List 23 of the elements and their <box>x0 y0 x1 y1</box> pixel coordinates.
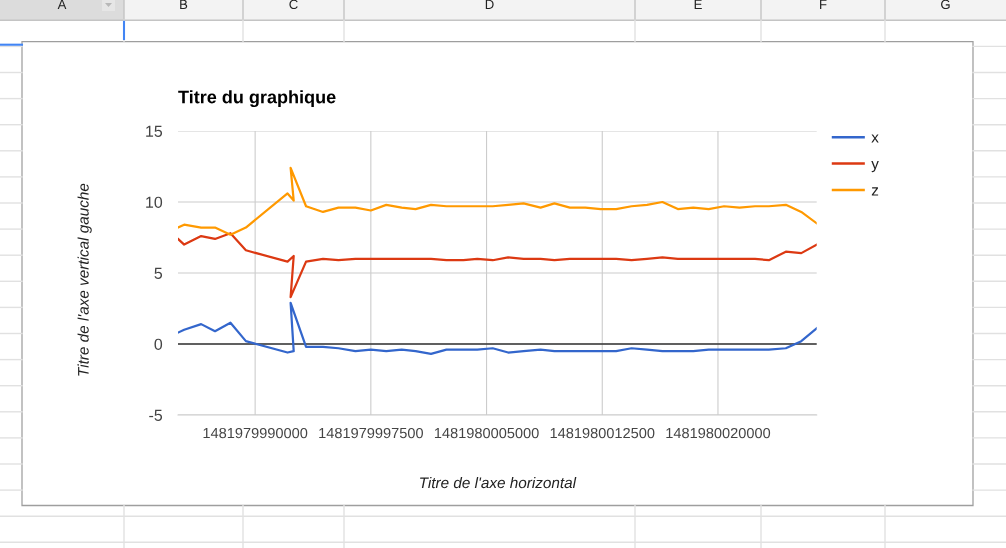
legend-label: y <box>871 160 879 173</box>
y-tick-label: 5 <box>154 267 163 279</box>
text: C <box>289 0 298 10</box>
x-tick-label: 1481980005000 <box>434 427 539 439</box>
legend-label: x <box>871 134 879 143</box>
text: F <box>820 0 827 9</box>
x-axis-title: Titre de l'axe horizontal <box>420 476 577 489</box>
legend-label: z <box>871 187 879 196</box>
x-tick-label: 1481980020000 <box>666 427 771 439</box>
text: E <box>694 0 702 9</box>
y-tick-label: 0 <box>154 338 163 350</box>
x-tick-label: 1481979990000 <box>203 427 308 439</box>
x-tick-label: 1481980012500 <box>550 427 655 439</box>
text: G <box>941 0 950 10</box>
chart-title: Titre du graphique <box>178 90 336 108</box>
x-tick-label: 1481979997500 <box>319 427 423 439</box>
text: A <box>57 0 67 9</box>
text: D <box>485 0 494 9</box>
y-axis-title: Titre de l'axe vertical gauche <box>77 183 92 376</box>
y-tick-label: 10 <box>146 196 163 208</box>
y-tick-label: -5 <box>149 409 163 421</box>
y-tick-label: 15 <box>146 125 163 137</box>
text: B <box>180 0 188 9</box>
